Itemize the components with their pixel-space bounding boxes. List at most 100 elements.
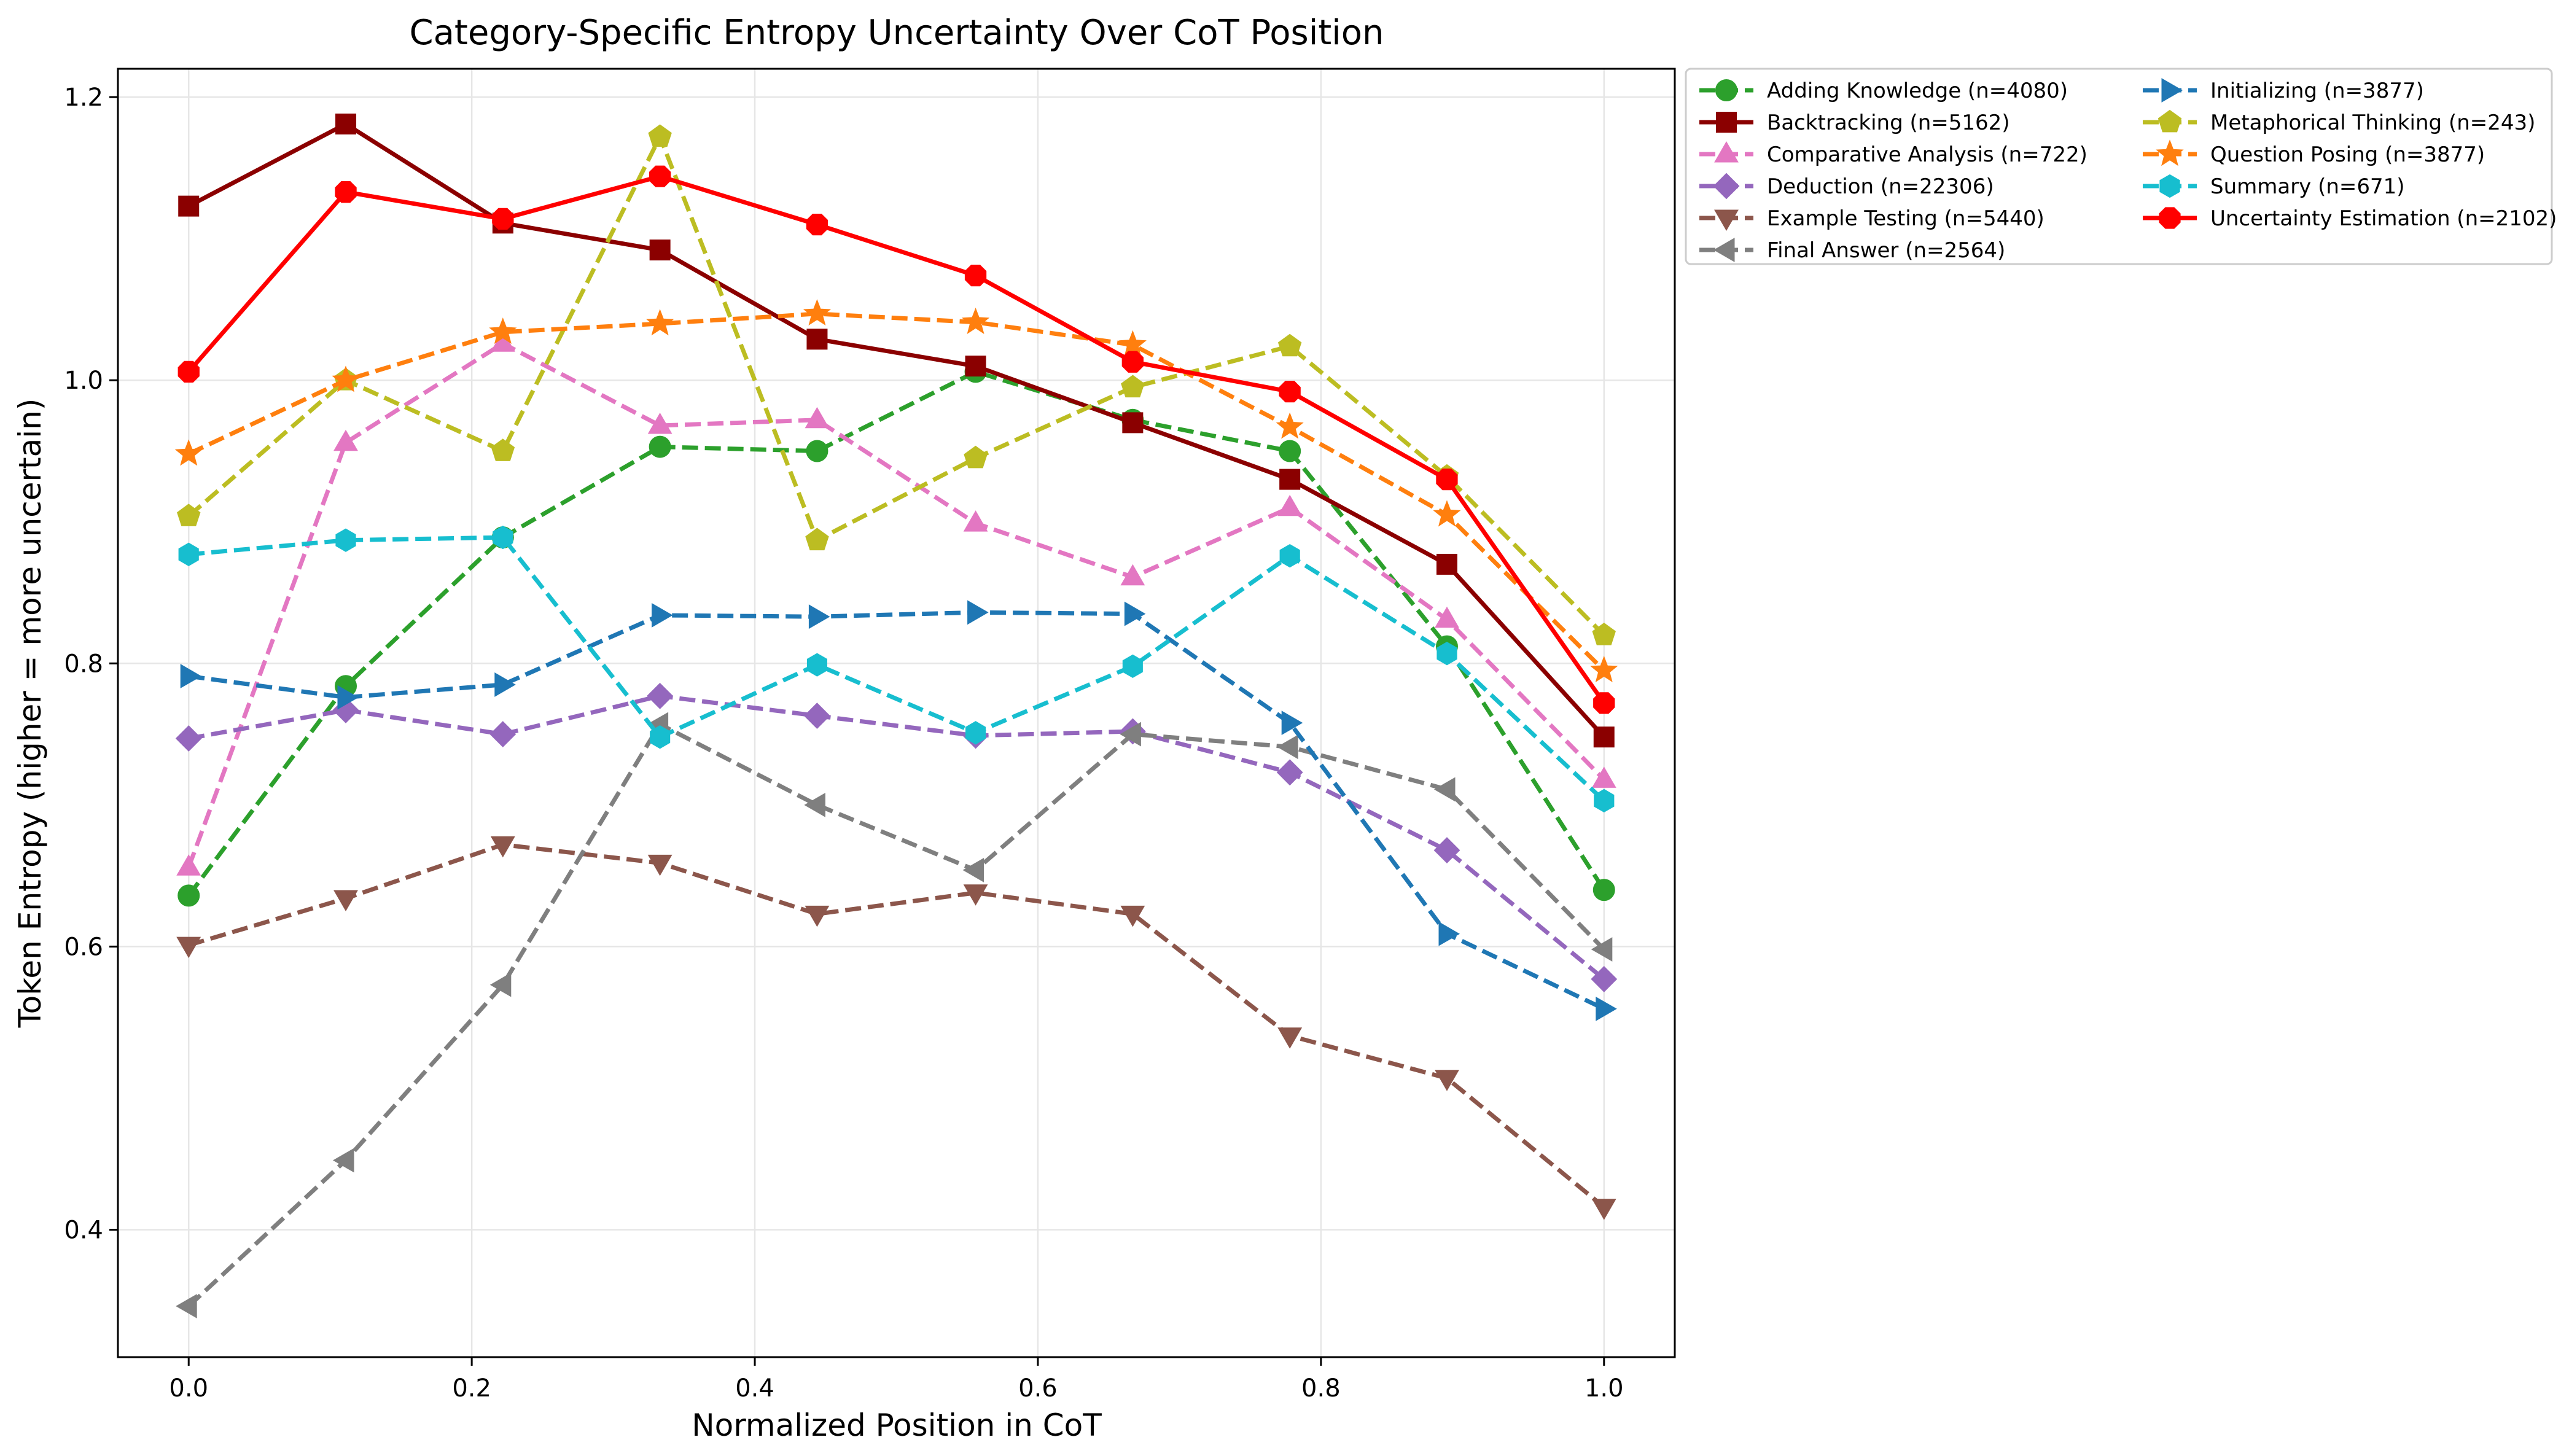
legend-marker xyxy=(2159,207,2181,229)
series-line-example-testing xyxy=(188,842,1606,1209)
data-point-uncertainty-estimation xyxy=(1436,469,1458,491)
series-deduction xyxy=(175,682,1618,992)
chart-title: Category-Specific Entropy Uncertainty Ov… xyxy=(409,13,1384,53)
x-tick-label: 1.0 xyxy=(1585,1374,1624,1403)
data-point-deduction xyxy=(647,682,674,709)
data-point-backtracking xyxy=(1593,726,1615,748)
series-line-final-answer xyxy=(187,722,1606,1308)
data-point-initializing xyxy=(808,604,830,629)
data-point-question-posing xyxy=(1433,500,1461,527)
data-point-example-testing xyxy=(176,936,201,959)
data-point-adding-knowledge xyxy=(1279,440,1301,462)
data-point-final-answer xyxy=(489,972,512,997)
data-point-initializing xyxy=(1124,601,1146,626)
data-point-uncertainty-estimation xyxy=(806,214,828,236)
legend-label: Question Posing (n=3877) xyxy=(2210,142,2485,167)
series-summary xyxy=(178,525,1615,813)
data-point-question-posing xyxy=(489,317,517,345)
data-point-question-posing xyxy=(332,365,360,392)
data-point-question-posing xyxy=(803,299,832,326)
data-point-example-testing xyxy=(333,890,358,911)
data-point-uncertainty-estimation xyxy=(335,181,357,203)
axis-ticks: 0.0 0.2 0.4 0.6 0.8 1.0 0.4 0.6 0.8 1.0 1.2 xyxy=(64,84,1623,1403)
data-point-deduction xyxy=(1433,837,1460,864)
data-point-comparative-analysis xyxy=(647,412,672,434)
data-point-example-testing xyxy=(1277,1027,1303,1049)
legend-item-deduction: Deduction (n=22306) xyxy=(1699,173,1994,200)
data-point-metaphorical-thinking xyxy=(1592,622,1616,645)
series-final-answer xyxy=(176,712,1613,1318)
legend-marker xyxy=(2156,139,2184,166)
x-tick-label: 0.4 xyxy=(735,1374,774,1403)
data-point-initializing xyxy=(652,602,673,628)
data-point-example-testing xyxy=(963,884,988,906)
series-backtracking xyxy=(178,113,1615,748)
legend-marker xyxy=(2161,78,2183,103)
legend-marker xyxy=(1713,173,1740,200)
data-point-metaphorical-thinking xyxy=(648,124,672,147)
series-line-summary xyxy=(188,535,1606,803)
x-tick-label: 0.8 xyxy=(1301,1374,1341,1403)
legend-item-backtracking: Backtracking (n=5162) xyxy=(1699,111,2010,135)
series-layer xyxy=(174,113,1618,1318)
data-point-metaphorical-thinking xyxy=(491,438,515,461)
data-point-adding-knowledge xyxy=(1592,879,1615,901)
data-point-example-testing xyxy=(647,854,672,876)
data-point-question-posing xyxy=(1118,330,1147,357)
legend-label: Example Testing (n=5440) xyxy=(1767,206,2045,231)
data-point-uncertainty-estimation xyxy=(1121,351,1144,373)
data-point-deduction xyxy=(1276,759,1303,786)
data-point-adding-knowledge xyxy=(177,884,200,907)
data-point-metaphorical-thinking xyxy=(1277,333,1302,357)
data-point-backtracking xyxy=(806,329,828,350)
data-point-summary xyxy=(650,725,671,749)
data-point-example-testing xyxy=(805,905,830,927)
data-point-backtracking xyxy=(1122,412,1144,434)
legend-item-question-posing: Question Posing (n=3877) xyxy=(2143,139,2485,167)
legend: Adding Knowledge (n=4080) Backtracking (n… xyxy=(1685,68,2557,265)
data-point-comparative-analysis xyxy=(963,510,988,532)
data-point-summary xyxy=(965,721,986,745)
data-point-deduction xyxy=(1591,965,1618,992)
series-line-question-posing xyxy=(187,311,1606,672)
series-metaphorical-thinking xyxy=(177,124,1616,645)
series-comparative-analysis xyxy=(176,330,1616,876)
data-point-comparative-analysis xyxy=(1277,494,1303,516)
legend-label: Backtracking (n=5162) xyxy=(1767,111,2010,135)
data-point-metaphorical-thinking xyxy=(805,528,829,551)
data-point-uncertainty-estimation xyxy=(177,360,200,383)
data-point-final-answer xyxy=(804,792,825,817)
data-point-example-testing xyxy=(1120,905,1145,927)
y-tick-label: 1.0 xyxy=(64,367,103,395)
data-point-summary xyxy=(335,528,356,552)
legend-marker xyxy=(1715,79,1737,101)
data-point-final-answer xyxy=(333,1148,354,1173)
series-uncertainty-estimation xyxy=(177,165,1615,714)
data-point-initializing xyxy=(494,672,516,697)
data-point-final-answer xyxy=(962,857,984,882)
x-axis-label: Normalized Position in CoT xyxy=(692,1407,1102,1443)
legend-marker xyxy=(1714,141,1739,163)
legend-label: Adding Knowledge (n=4080) xyxy=(1767,79,2068,103)
data-point-comparative-analysis xyxy=(1120,564,1145,586)
data-point-comparative-analysis xyxy=(176,854,201,876)
data-point-comparative-analysis xyxy=(333,429,358,451)
data-point-initializing xyxy=(337,685,359,710)
series-line-deduction xyxy=(188,693,1606,981)
legend-label: Comparative Analysis (n=722) xyxy=(1767,142,2087,167)
series-line-backtracking xyxy=(187,122,1606,739)
data-point-example-testing xyxy=(1435,1070,1459,1091)
series-line-adding-knowledge xyxy=(187,369,1606,897)
legend-label: Metaphorical Thinking (n=243) xyxy=(2210,111,2535,135)
data-point-initializing xyxy=(967,600,989,625)
data-point-example-testing xyxy=(490,836,515,858)
data-point-uncertainty-estimation xyxy=(492,208,514,230)
data-point-summary xyxy=(1436,642,1457,666)
legend-item-initializing: Initializing (n=3877) xyxy=(2143,78,2424,103)
legend-marker xyxy=(2159,174,2180,198)
legend-item-comparative-analysis: Comparative Analysis (n=722) xyxy=(1699,141,2087,167)
data-point-comparative-analysis xyxy=(805,407,830,429)
data-point-initializing xyxy=(1596,996,1617,1021)
data-point-summary xyxy=(1279,543,1300,568)
legend-item-uncertainty-estimation: Uncertainty Estimation (n=2102) xyxy=(2143,206,2557,231)
